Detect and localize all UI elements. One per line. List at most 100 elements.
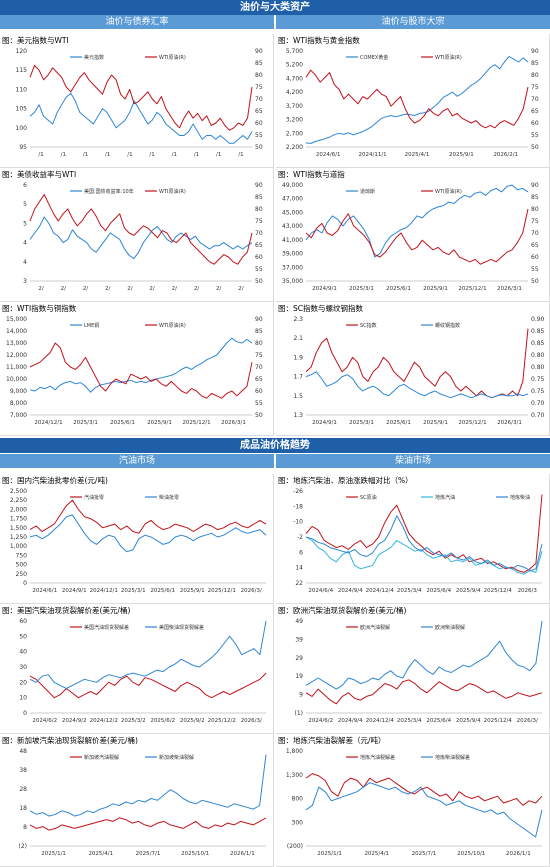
x-tick-label: 2025/6/1 bbox=[110, 420, 135, 426]
chart-panel-p12: 图：地炼汽柴油裂解差（元/吨） (200) 300 800 1,300 1,800 202… bbox=[276, 734, 550, 867]
series-line-2 bbox=[29, 64, 253, 131]
x-tick-label: /1 bbox=[149, 152, 154, 158]
y2-tick-label: 85 bbox=[531, 194, 539, 201]
y2-tick-label: 70 bbox=[255, 230, 263, 237]
chart-panel-p11: 图：新加坡汽柴油现货裂解价差(美元/桶) (2) 8 18 28 38 48 2025/1/… bbox=[0, 734, 274, 867]
x-tick-label: 2026/3/ bbox=[517, 718, 538, 724]
y2-tick-label: 70 bbox=[255, 364, 263, 371]
y-tick-label: 9 bbox=[299, 692, 303, 699]
y2-tick-label: 0.70 bbox=[531, 412, 545, 419]
y-tick-label: 22 bbox=[295, 580, 303, 587]
y-tick-label: 6 bbox=[23, 182, 27, 189]
y-tick-label: 4 bbox=[23, 240, 27, 247]
x-tick-label: 2025/7/1 bbox=[136, 851, 161, 857]
y-tick-label: 14 bbox=[295, 565, 303, 572]
x-tick-label: 2024/9/4 bbox=[338, 588, 363, 594]
legend-label: 欧洲柴油裂解 bbox=[435, 624, 465, 631]
y-tick-label: 2,000 bbox=[10, 506, 27, 513]
y-tick-label: 1,750 bbox=[10, 516, 27, 523]
x-tick-label: 2025/3/1 bbox=[349, 420, 374, 426]
legend-label: 新加坡柴油裂解 bbox=[159, 754, 194, 761]
legend-label: COMEX黄金 bbox=[360, 54, 388, 61]
y2-tick-label: 60 bbox=[255, 254, 263, 261]
legend-label: WTI原油(R) bbox=[435, 188, 462, 195]
x-tick-label: 2/ bbox=[38, 286, 43, 292]
x-tick-label: 2/ bbox=[194, 286, 199, 292]
x-tick-label: 2025/3/1 bbox=[349, 286, 374, 292]
x-tick-label: 2024/6/1 bbox=[32, 588, 57, 594]
x-tick-label: 2025/12/2 bbox=[208, 718, 236, 724]
y2-tick-label: 90 bbox=[255, 182, 263, 189]
series-line-1 bbox=[305, 679, 543, 705]
y2-tick-label: 80 bbox=[255, 72, 263, 79]
y-tick-label: 39,000 bbox=[282, 251, 303, 258]
y2-tick-label: 60 bbox=[531, 120, 539, 127]
x-tick-label: 2024/9/2 bbox=[62, 718, 87, 724]
subheader-diesel: 柴油市场 bbox=[276, 454, 550, 468]
chart-panel-p9: 图：美国汽柴油现货裂解价差(美元/桶) 0 10 20 30 40 50 60 2024/6/… bbox=[0, 604, 274, 734]
legend-label: WTI原油(R) bbox=[159, 188, 186, 195]
y-tick-label: 0 bbox=[23, 710, 27, 717]
y2-tick-label: 90 bbox=[531, 182, 539, 189]
x-tick-label: 2025/9/1 bbox=[180, 588, 205, 594]
y-tick-label: 8,000 bbox=[10, 400, 27, 407]
x-tick-label: 2025/10/1 bbox=[457, 851, 485, 857]
legend-label: 新加坡汽油裂解 bbox=[84, 754, 119, 761]
chart-p2-svg: 2,200 2,700 3,200 3,700 4,200 4,700 5,200 5,700… bbox=[286, 48, 539, 158]
x-tick-label: 2/ bbox=[149, 286, 154, 292]
y-tick-label: 15,000 bbox=[6, 316, 27, 323]
chart-title: 图：WTI指数与铜指数 bbox=[2, 304, 77, 313]
x-tick-label: 2/ bbox=[105, 286, 110, 292]
y2-tick-label: 60 bbox=[255, 388, 263, 395]
y-tick-label: 1,500 bbox=[10, 525, 27, 532]
y2-tick-label: 85 bbox=[255, 60, 263, 67]
y-tick-label: 115 bbox=[16, 67, 28, 74]
chart-panel-p4: 图：WTI指数与道指 35,000 37,000 39,000 41,000 43,00… bbox=[276, 168, 550, 302]
x-tick-label: /1 bbox=[38, 152, 43, 158]
chart-p6-svg: 1.3 1.5 1.7 1.9 2.1 2.3 0.70 0.70 0.75 0.75 0.80 0.… bbox=[293, 316, 545, 426]
y-tick-label: 45,000 bbox=[282, 209, 303, 216]
x-tick-label: 2025/10/1 bbox=[181, 851, 209, 857]
chart-title: 图：新加坡汽柴油现货裂解价差(美元/桶) bbox=[2, 736, 138, 745]
chart-panel-p10: 图：欧洲汽柴油现货裂解价差(美元/桶) (1) 9 19 29 39 49 2024/6/2… bbox=[276, 604, 550, 734]
x-tick-label: 2024/9/1 bbox=[62, 588, 87, 594]
x-tick-label: 2024/12/2 bbox=[90, 718, 118, 724]
y2-tick-label: 75 bbox=[255, 352, 263, 359]
x-tick-label: 2025/4/1 bbox=[88, 851, 113, 857]
series-line-2 bbox=[305, 620, 543, 690]
x-tick-label: /1 bbox=[172, 152, 177, 158]
y2-tick-label: 75 bbox=[531, 218, 539, 225]
y-tick-label: 48 bbox=[19, 748, 27, 755]
x-tick-label: 2024/11/1 bbox=[358, 152, 386, 158]
y2-tick-label: 50 bbox=[531, 144, 539, 151]
y-tick-label: 9,000 bbox=[10, 388, 27, 395]
y-tick-label: 29 bbox=[295, 655, 303, 662]
series-line-2 bbox=[305, 536, 543, 575]
y-tick-label: 38 bbox=[19, 767, 27, 774]
x-tick-label: 2025/1/1 bbox=[317, 851, 342, 857]
x-tick-label: 2024/9/1 bbox=[312, 420, 337, 426]
series-line-1 bbox=[305, 184, 529, 258]
y2-tick-label: 90 bbox=[255, 48, 263, 55]
y-tick-label: 49 bbox=[295, 618, 303, 625]
series-line-1 bbox=[305, 328, 529, 399]
y-tick-label: 30 bbox=[19, 664, 27, 671]
y-tick-label: 60 bbox=[19, 618, 27, 625]
x-tick-label: 2025/9/1 bbox=[449, 152, 474, 158]
y-tick-label: 1,250 bbox=[10, 534, 27, 541]
y2-tick-label: 70 bbox=[531, 96, 539, 103]
x-tick-label: 2024/12/4 bbox=[366, 588, 395, 594]
x-tick-label: 2025/12/1 bbox=[182, 420, 210, 426]
y-tick-label: 120 bbox=[16, 48, 28, 55]
x-tick-label: 2024/12/4 bbox=[366, 718, 395, 724]
y2-tick-label: 80 bbox=[255, 206, 263, 213]
chart-title: 图：地炼汽柴油、原油涨跌幅对比（%） bbox=[278, 476, 413, 485]
y2-tick-label: 85 bbox=[255, 194, 263, 201]
y-tick-label: 5 bbox=[23, 201, 27, 208]
y2-tick-label: 60 bbox=[531, 254, 539, 261]
x-tick-label: 2024/6/2 bbox=[308, 718, 333, 724]
y-tick-label: 0 bbox=[23, 580, 27, 587]
chart-panel-p1: 图：美元指数与WTI 95 100 105 110 115 120 50 55 60 65 70 75… bbox=[0, 34, 274, 168]
y-tick-label: 1.3 bbox=[293, 412, 303, 419]
